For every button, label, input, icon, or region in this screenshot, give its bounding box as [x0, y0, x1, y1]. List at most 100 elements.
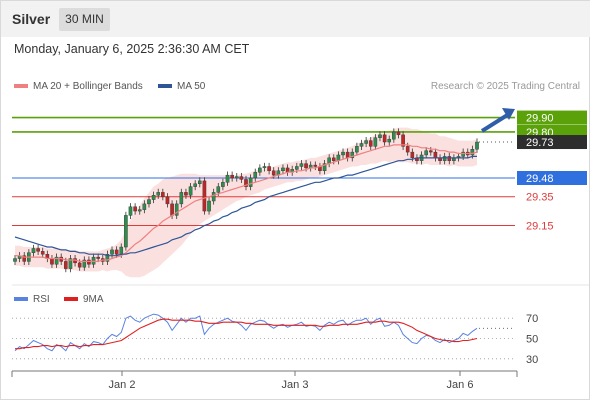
- candle-body: [13, 258, 17, 262]
- candle-body: [161, 192, 165, 197]
- candle-body: [105, 254, 110, 262]
- candle-body: [396, 131, 401, 136]
- ma50-line: [14, 155, 477, 257]
- candle-body: [174, 203, 179, 216]
- candle-body: [50, 258, 54, 265]
- x-tick-label: Jan 2: [109, 379, 136, 391]
- candle-body: [271, 170, 276, 176]
- copyright-text: Research © 2025 Trading Central: [430, 81, 580, 92]
- candle-body: [470, 149, 475, 156]
- legend-rsi-ma: 9MA: [64, 294, 104, 305]
- x-tick-label: Jan 3: [282, 379, 309, 391]
- bollinger-band: [15, 127, 477, 278]
- candle-body: [267, 166, 271, 172]
- timeframe-button[interactable]: 30 MIN: [59, 8, 110, 31]
- candle-body: [299, 163, 304, 167]
- ma20-swatch: [14, 84, 28, 89]
- ma50-label: MA 50: [177, 81, 206, 92]
- candle-body: [313, 164, 318, 167]
- rsi-ma-label: 9MA: [83, 294, 104, 305]
- ma50-swatch: [158, 84, 172, 89]
- candle-body: [341, 151, 345, 156]
- x-tick-label: Jan 6: [447, 379, 474, 391]
- rsi-tick-label: 30: [526, 354, 538, 366]
- candle-body: [322, 163, 327, 172]
- legend-ma20: MA 20 + Bollinger Bands: [14, 81, 143, 92]
- candle-body: [193, 183, 197, 187]
- candle-body: [429, 150, 433, 153]
- candle-body: [230, 174, 234, 179]
- candle-body: [234, 176, 239, 179]
- candle-body: [142, 203, 147, 210]
- asset-name: Silver: [12, 11, 51, 27]
- candle-body: [248, 177, 253, 187]
- candle-body: [87, 259, 91, 265]
- candle-body: [207, 200, 211, 212]
- candle-body: [54, 256, 59, 265]
- rsi-label: RSI: [33, 294, 50, 305]
- candle-body: [281, 167, 285, 172]
- candle-body: [156, 192, 161, 196]
- candle-body: [184, 192, 188, 196]
- candle-body: [424, 150, 428, 156]
- candle-body: [77, 262, 82, 268]
- candle-body: [68, 258, 73, 269]
- candle-body: [202, 180, 207, 212]
- candle-body: [475, 141, 479, 150]
- legend-ma50: MA 50: [158, 81, 205, 92]
- candle-body: [373, 137, 378, 147]
- level-label-resistance: 29.90: [526, 113, 554, 125]
- candle-body: [378, 134, 382, 138]
- legend-rsi: RSI: [14, 294, 50, 305]
- candle-body: [31, 248, 36, 253]
- candle-body: [253, 172, 258, 179]
- candle-body: [151, 195, 156, 200]
- candle-body: [405, 146, 410, 153]
- candle-body: [147, 199, 151, 205]
- candle-body: [461, 151, 465, 157]
- candle-body: [401, 134, 405, 147]
- candle-body: [295, 166, 299, 170]
- support-level-label: 29.15: [526, 220, 554, 232]
- candle-body: [188, 186, 193, 196]
- candle-body: [262, 166, 267, 169]
- candle-body: [304, 163, 308, 169]
- candle-body: [165, 196, 170, 205]
- current-price-tag: [517, 135, 587, 150]
- current-price-label: 29.73: [526, 137, 554, 149]
- candle-body: [364, 140, 368, 144]
- level-label-pivot: 29.48: [526, 173, 554, 185]
- candle-body: [128, 206, 133, 216]
- candle-body: [137, 209, 142, 212]
- candle-body: [387, 138, 392, 143]
- level-tag-resistance: [517, 110, 587, 125]
- candle-body: [197, 180, 202, 184]
- candle-body: [433, 151, 438, 159]
- candle-body: [170, 203, 174, 216]
- candle-body: [124, 215, 128, 248]
- level-tag-pivot: [517, 170, 587, 185]
- candle-body: [382, 134, 387, 143]
- rsi-tick-label: 50: [526, 334, 538, 346]
- candle-body: [355, 146, 359, 153]
- candle-body: [64, 261, 68, 269]
- rsi-tick-label: 70: [526, 313, 538, 325]
- projection-arrow-shaft: [480, 112, 511, 133]
- rsi-line: [14, 313, 478, 352]
- candle-body: [216, 186, 221, 193]
- rsi-ma-line: [15, 318, 478, 350]
- candle-body: [110, 249, 114, 255]
- candle-body: [40, 251, 45, 255]
- candle-body: [221, 182, 225, 187]
- candle-body: [119, 246, 124, 255]
- rsi-ma-swatch: [64, 297, 78, 302]
- support-level-label: 29.35: [526, 192, 554, 204]
- candle-body: [285, 167, 290, 173]
- rsi-swatch: [14, 297, 28, 302]
- header-bar: Silver 30 MIN: [1, 1, 590, 37]
- candle-body: [244, 179, 248, 187]
- candle-body: [36, 248, 40, 252]
- candle-body: [239, 176, 244, 180]
